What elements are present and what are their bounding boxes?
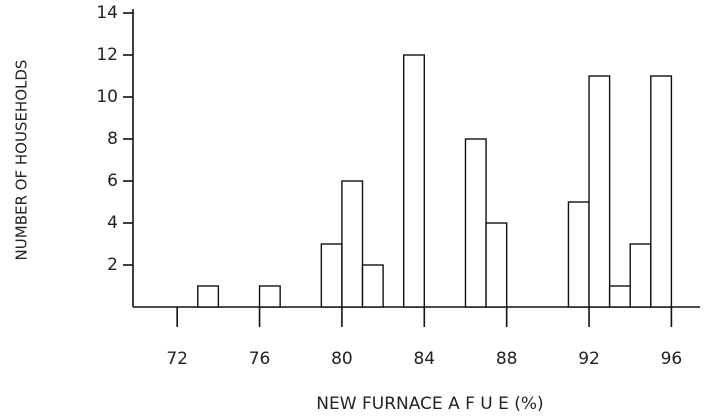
x-tick-label: 96	[661, 349, 683, 369]
x-tick-label: 76	[249, 349, 271, 369]
bar	[629, 243, 652, 308]
bar	[567, 201, 590, 308]
y-tick-label: 12	[96, 45, 118, 65]
bar	[650, 75, 673, 308]
y-axis-label: NUMBER OF HOUSEHOLDS	[13, 60, 31, 261]
bar	[341, 180, 364, 308]
bar	[588, 75, 611, 308]
x-tick-label: 88	[496, 349, 518, 369]
x-tick-label: 92	[578, 349, 600, 369]
bar	[197, 285, 220, 308]
bar	[464, 138, 487, 308]
bar	[361, 264, 384, 308]
x-axis-label: NEW FURNACE A F U E (%)	[316, 394, 543, 414]
y-tick-label: 8	[107, 129, 118, 149]
y-tick-label: 14	[96, 3, 118, 23]
bar	[320, 243, 343, 308]
x-tick-label: 80	[331, 349, 353, 369]
bar	[258, 285, 281, 308]
y-tick-label: 6	[107, 171, 118, 191]
bar	[608, 285, 631, 308]
y-tick-label: 10	[96, 87, 118, 107]
x-tick-label: 72	[166, 349, 188, 369]
y-tick-label: 4	[107, 213, 118, 233]
bar	[403, 54, 425, 308]
y-tick-label: 2	[107, 255, 118, 275]
bar	[485, 222, 508, 308]
x-tick-label: 84	[413, 349, 435, 369]
